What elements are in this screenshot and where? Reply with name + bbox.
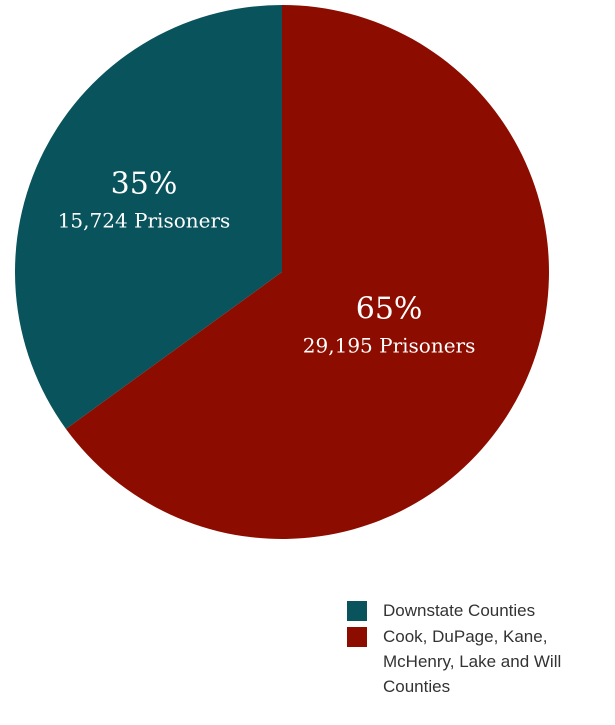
pie-slice-0	[14, 4, 282, 429]
legend-swatch-downstate	[347, 601, 367, 621]
slice-count-label-0: 15,724 Prisoners	[58, 209, 231, 233]
legend-label-cook-collar: Cook, DuPage, Kane, McHenry, Lake and Wi…	[383, 627, 562, 696]
slice-percent-label-1: 65%	[356, 292, 423, 327]
pie-chart: 35% 15,724 Prisoners 65% 29,195 Prisoners	[14, 4, 549, 539]
legend-item-cook-collar: Cook, DuPage, Kane, McHenry, Lake and Wi…	[347, 627, 607, 699]
slice-percent-label-0: 35%	[111, 167, 178, 202]
pie-slice-1	[65, 5, 549, 539]
legend-label-downstate: Downstate Counties	[383, 601, 536, 620]
legend: Downstate Counties Cook, DuPage, Kane, M…	[347, 601, 607, 703]
slice-count-label-1: 29,195 Prisoners	[303, 334, 476, 358]
legend-swatch-cook-collar	[347, 627, 367, 647]
legend-item-downstate: Downstate Counties	[347, 601, 607, 623]
